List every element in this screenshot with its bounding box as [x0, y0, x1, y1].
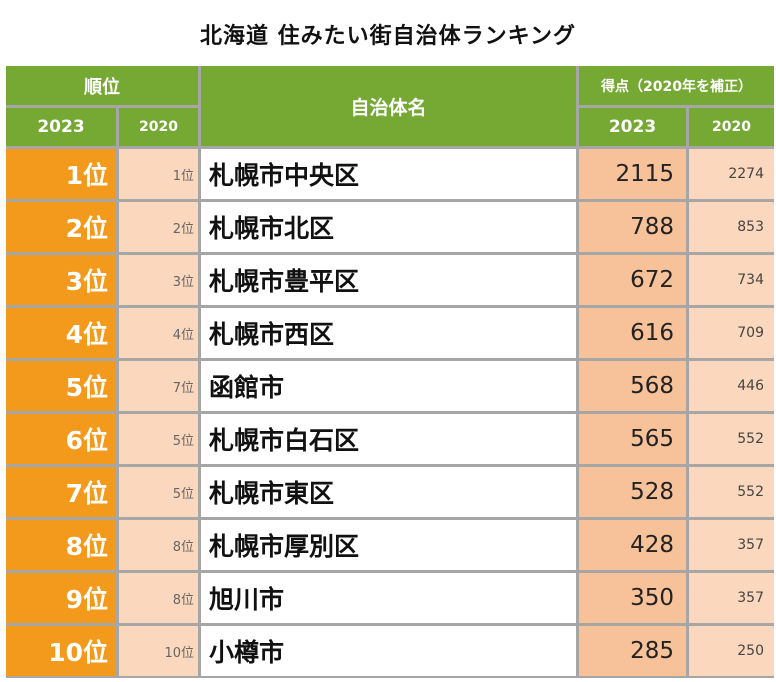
table-row: 8位 8位 札幌市厚別区 428 357	[6, 520, 774, 570]
header-rank-2020: 2020	[119, 108, 198, 146]
rank-2020-cell: 10位	[119, 626, 198, 676]
rank-2020-cell: 5位	[119, 467, 198, 517]
score-2023-cell: 285	[579, 626, 686, 676]
municipality-name-cell: 旭川市	[201, 573, 576, 623]
municipality-name-cell: 札幌市中央区	[201, 149, 576, 199]
municipality-name-cell: 札幌市白石区	[201, 414, 576, 464]
rank-2023-cell: 3位	[6, 255, 116, 305]
table-body: 1位 1位 札幌市中央区 2115 2274 2位 2位 札幌市北区 788 853 3位 3位 札幌市…	[6, 66, 774, 678]
table-row: 9位 8位 旭川市 350 357	[6, 573, 774, 623]
page-title: 北海道 住みたい街自治体ランキング	[199, 24, 576, 49]
ranking-table: 順位 2023 2020 自治体名 得点（2020年を補正） 2023 2020…	[6, 66, 774, 678]
table-row: 10位 10位 小樽市 285 250	[6, 626, 774, 676]
table-row: 3位 3位 札幌市豊平区 672 734	[6, 255, 774, 305]
score-2020-cell: 357	[689, 573, 774, 623]
rank-2020-cell: 5位	[119, 414, 198, 464]
score-2023-cell: 568	[579, 361, 686, 411]
score-2023-cell: 428	[579, 520, 686, 570]
rank-2020-cell: 2位	[119, 202, 198, 252]
score-2020-cell: 552	[689, 414, 774, 464]
header-rank: 順位	[6, 66, 198, 105]
rank-2023-cell: 8位	[6, 520, 116, 570]
municipality-name-cell: 札幌市東区	[201, 467, 576, 517]
rank-2023-cell: 7位	[6, 467, 116, 517]
table-row: 5位 7位 函館市 568 446	[6, 361, 774, 411]
rank-2023-cell: 2位	[6, 202, 116, 252]
rank-2020-cell: 3位	[119, 255, 198, 305]
score-2023-cell: 565	[579, 414, 686, 464]
rank-2020-cell: 7位	[119, 361, 198, 411]
rank-2023-cell: 5位	[6, 361, 116, 411]
score-2020-cell: 2274	[689, 149, 774, 199]
header-score-2020: 2020	[689, 108, 774, 146]
score-2023-cell: 350	[579, 573, 686, 623]
score-2023-cell: 672	[579, 255, 686, 305]
score-2020-cell: 853	[689, 202, 774, 252]
header-municipality: 自治体名	[201, 66, 576, 146]
header-score: 得点（2020年を補正）	[579, 66, 774, 105]
rank-2023-cell: 10位	[6, 626, 116, 676]
header-score-2023: 2023	[579, 108, 686, 146]
score-2023-cell: 528	[579, 467, 686, 517]
score-2023-cell: 616	[579, 308, 686, 358]
rank-2020-cell: 8位	[119, 520, 198, 570]
rank-2020-cell: 8位	[119, 573, 198, 623]
table-row: 6位 5位 札幌市白石区 565 552	[6, 414, 774, 464]
municipality-name-cell: 札幌市北区	[201, 202, 576, 252]
rank-2023-cell: 6位	[6, 414, 116, 464]
score-2023-cell: 788	[579, 202, 686, 252]
municipality-name-cell: 小樽市	[201, 626, 576, 676]
score-2020-cell: 250	[689, 626, 774, 676]
table-row: 2位 2位 札幌市北区 788 853	[6, 202, 774, 252]
rank-2023-cell: 1位	[6, 149, 116, 199]
municipality-name-cell: 函館市	[201, 361, 576, 411]
score-2020-cell: 446	[689, 361, 774, 411]
table-row: 1位 1位 札幌市中央区 2115 2274	[6, 149, 774, 199]
score-2020-cell: 734	[689, 255, 774, 305]
score-2020-cell: 552	[689, 467, 774, 517]
table-row: 7位 5位 札幌市東区 528 552	[6, 467, 774, 517]
rank-2020-cell: 1位	[119, 149, 198, 199]
header-rank-2023: 2023	[6, 108, 116, 146]
score-2023-cell: 2115	[579, 149, 686, 199]
rank-2020-cell: 4位	[119, 308, 198, 358]
rank-2023-cell: 9位	[6, 573, 116, 623]
score-2020-cell: 709	[689, 308, 774, 358]
municipality-name-cell: 札幌市厚別区	[201, 520, 576, 570]
municipality-name-cell: 札幌市西区	[201, 308, 576, 358]
score-2020-cell: 357	[689, 520, 774, 570]
rank-2023-cell: 4位	[6, 308, 116, 358]
table-row: 4位 4位 札幌市西区 616 709	[6, 308, 774, 358]
municipality-name-cell: 札幌市豊平区	[201, 255, 576, 305]
